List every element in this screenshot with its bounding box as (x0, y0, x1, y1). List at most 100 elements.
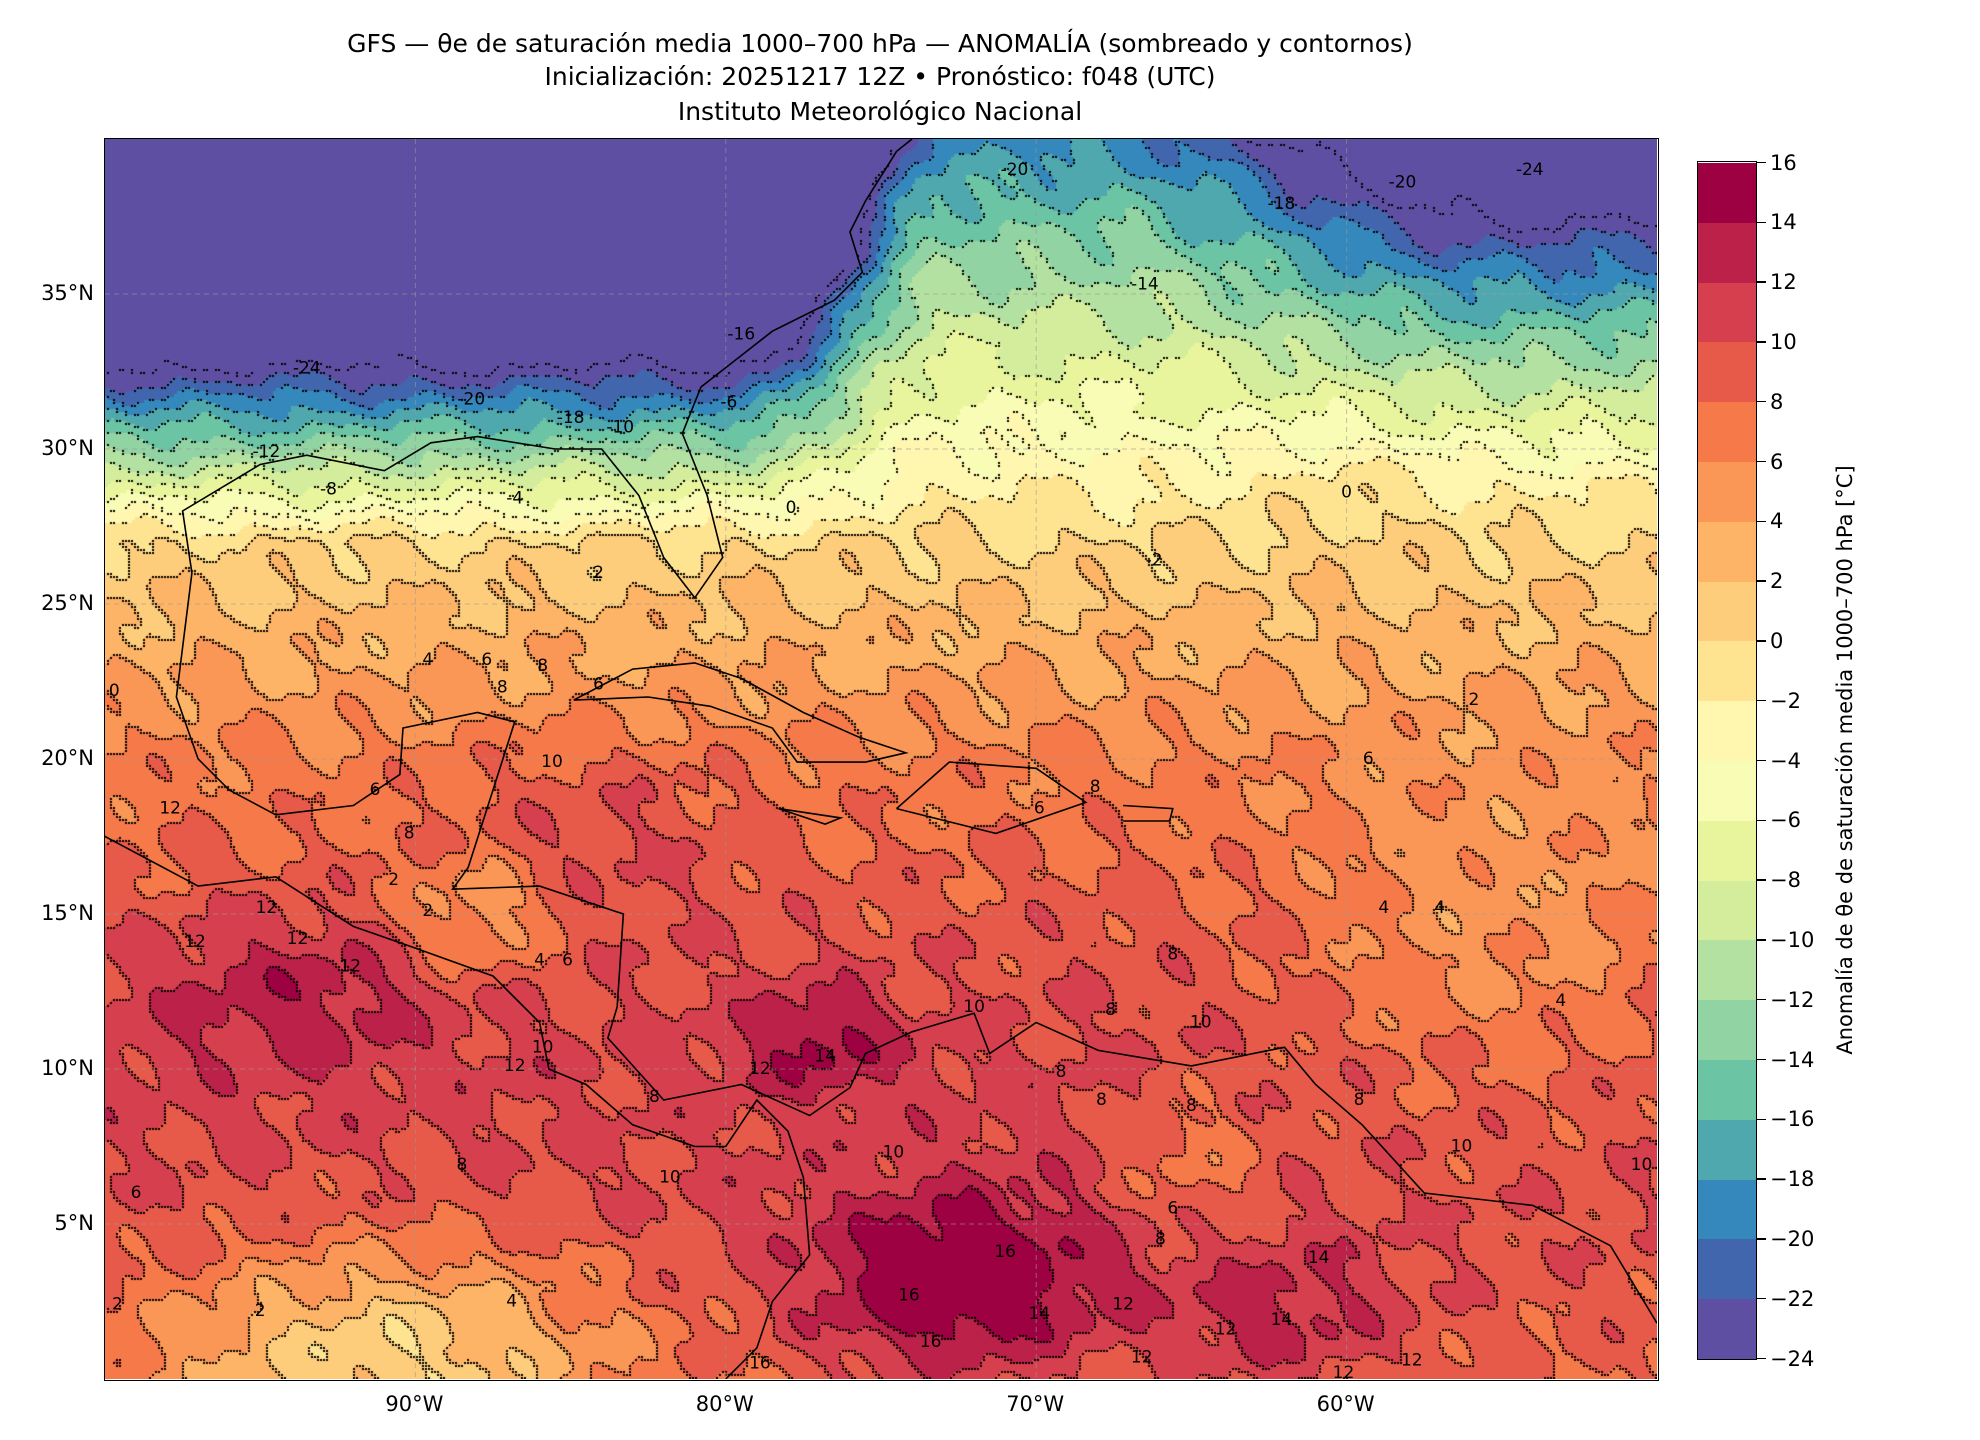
colorbar-tick (1757, 699, 1766, 702)
colorbar-tick (1757, 759, 1766, 762)
contour-label: 2 (388, 870, 399, 890)
colorbar-tick (1757, 161, 1766, 164)
colorbar-tick (1757, 1178, 1766, 1180)
colorbar-segment (1698, 640, 1756, 702)
contour-label: 12 (504, 1056, 526, 1076)
contour-label: -18 (1268, 194, 1296, 214)
colorbar-segment (1698, 939, 1756, 1001)
contour-label: 8 (497, 678, 508, 698)
colorbar-tick-label: −18 (1770, 1167, 1815, 1192)
contour-label: 12 (287, 929, 309, 949)
colorbar-tick (1757, 221, 1766, 224)
contour-label: 2 (255, 1301, 266, 1321)
contour-label: 8 (1105, 1000, 1116, 1020)
contour-label: 6 (593, 675, 604, 695)
contour-label: 14 (814, 1047, 836, 1067)
lat-tick-label: 25°N (41, 591, 94, 615)
colorbar-segment (1698, 1238, 1756, 1300)
colorbar-tick (1757, 281, 1766, 283)
contour-label: 12 (749, 1059, 771, 1079)
coastline (181, 139, 913, 600)
colorbar-tick (1757, 819, 1766, 822)
contour-label: 8 (537, 656, 548, 676)
colorbar-segment (1698, 162, 1756, 223)
contour-label: -10 (606, 417, 634, 437)
colorbar-tick (1757, 460, 1766, 463)
colorbar-tick-label: −2 (1770, 688, 1801, 713)
lon-tick-label: 60°W (1316, 1392, 1375, 1416)
colorbar-segment (1698, 282, 1756, 343)
colorbar-tick-label: 4 (1770, 509, 1784, 534)
contour-label: 10 (541, 752, 563, 772)
colorbar-tick-label: 6 (1770, 449, 1784, 474)
coastline (175, 572, 1657, 1324)
contour-label: -2 (1146, 551, 1163, 571)
colorbar-tick-label: −16 (1770, 1107, 1815, 1132)
lat-tick-label: 20°N (41, 746, 94, 770)
contour-label: 8 (404, 823, 415, 843)
map-overlay: -24-20-18-12-8 -4-10-6-16-14-18-20-20 -24-… (105, 139, 1657, 1379)
contour-label: 2 (422, 901, 433, 921)
contour-label: 12 (256, 898, 278, 918)
contour-label: -24 (1516, 160, 1544, 180)
colorbar-segment (1698, 700, 1756, 761)
contour-label: 12 (1401, 1350, 1423, 1370)
contour-label: 4 (1378, 898, 1389, 918)
contour-label: 0 (1341, 482, 1352, 502)
contour-label: 10 (1631, 1155, 1653, 1175)
colorbar-tick-label: −10 (1770, 927, 1815, 952)
contour-label: 6 (481, 650, 492, 670)
lat-tick-label: 15°N (41, 901, 94, 925)
colorbar-segment (1698, 1059, 1756, 1120)
contour-label: 4 (1555, 991, 1566, 1011)
chart-subtitle: Inicialización: 20251217 12Z • Pronóstic… (544, 62, 1216, 91)
colorbar-segment (1698, 401, 1756, 462)
contour-label: -8 (320, 479, 337, 499)
lon-tick-label: 70°W (1006, 1392, 1065, 1416)
contour-label: 14 (1271, 1310, 1293, 1330)
lat-tick-label: 35°N (41, 281, 94, 305)
colorbar-tick-label: 8 (1770, 389, 1784, 414)
contour-label: 16 (920, 1332, 942, 1352)
colorbar-segment (1698, 222, 1756, 283)
contour-label: -20 (1001, 160, 1029, 180)
contour-label: 8 (457, 1155, 468, 1175)
contour-label: 6 (562, 951, 573, 971)
contour-label: 2 (112, 1295, 123, 1315)
colorbar (1697, 161, 1757, 1360)
contour-label: 12 (159, 799, 181, 819)
colorbar-tick (1757, 640, 1766, 642)
lon-tick-label: 90°W (385, 1392, 444, 1416)
colorbar-tick (1757, 1058, 1766, 1061)
contour-label: 4 (422, 650, 433, 670)
map-axes: -24 -20 -18 -12 -8 -4 -10 -6 -16 -14 -18 -20 -20 -24-… (104, 138, 1659, 1381)
contour-label: 8 (1090, 777, 1101, 797)
colorbar-segment (1698, 341, 1756, 403)
contour-label: 4 (506, 1292, 517, 1312)
colorbar-tick-label: 0 (1770, 628, 1784, 653)
colorbar-tick-label: 16 (1770, 150, 1797, 175)
contour-label: 0 (786, 498, 797, 518)
colorbar-label: Anomalía de θe de saturación media 1000–… (1833, 465, 1857, 1055)
contour-label: 10 (963, 997, 985, 1017)
contour-label: 16 (898, 1285, 920, 1305)
contour-label: 6 (1363, 749, 1374, 769)
contour-label: 8 (1096, 1090, 1107, 1110)
contour-label: 16 (749, 1354, 771, 1374)
colorbar-segment (1698, 760, 1756, 821)
contour-label: 12 (1131, 1347, 1153, 1367)
colorbar-tick-label: −4 (1770, 748, 1801, 773)
colorbar-tick-label: −24 (1770, 1346, 1815, 1371)
colorbar-segment (1698, 521, 1756, 582)
colorbar-tick (1757, 341, 1766, 343)
contour-label: -4 (506, 489, 523, 509)
colorbar-tick-label: 14 (1770, 210, 1797, 235)
contour-label: 8 (649, 1087, 660, 1107)
colorbar-tick-label: −6 (1770, 808, 1801, 833)
contour-label: 10 (1451, 1137, 1473, 1157)
contour-label: 8 (1167, 944, 1178, 964)
colorbar-tick (1757, 1297, 1766, 1300)
colorbar-tick (1757, 879, 1766, 881)
chart-institution: Instituto Meteorológico Nacional (677, 97, 1083, 126)
contour-label: -16 (727, 324, 755, 344)
